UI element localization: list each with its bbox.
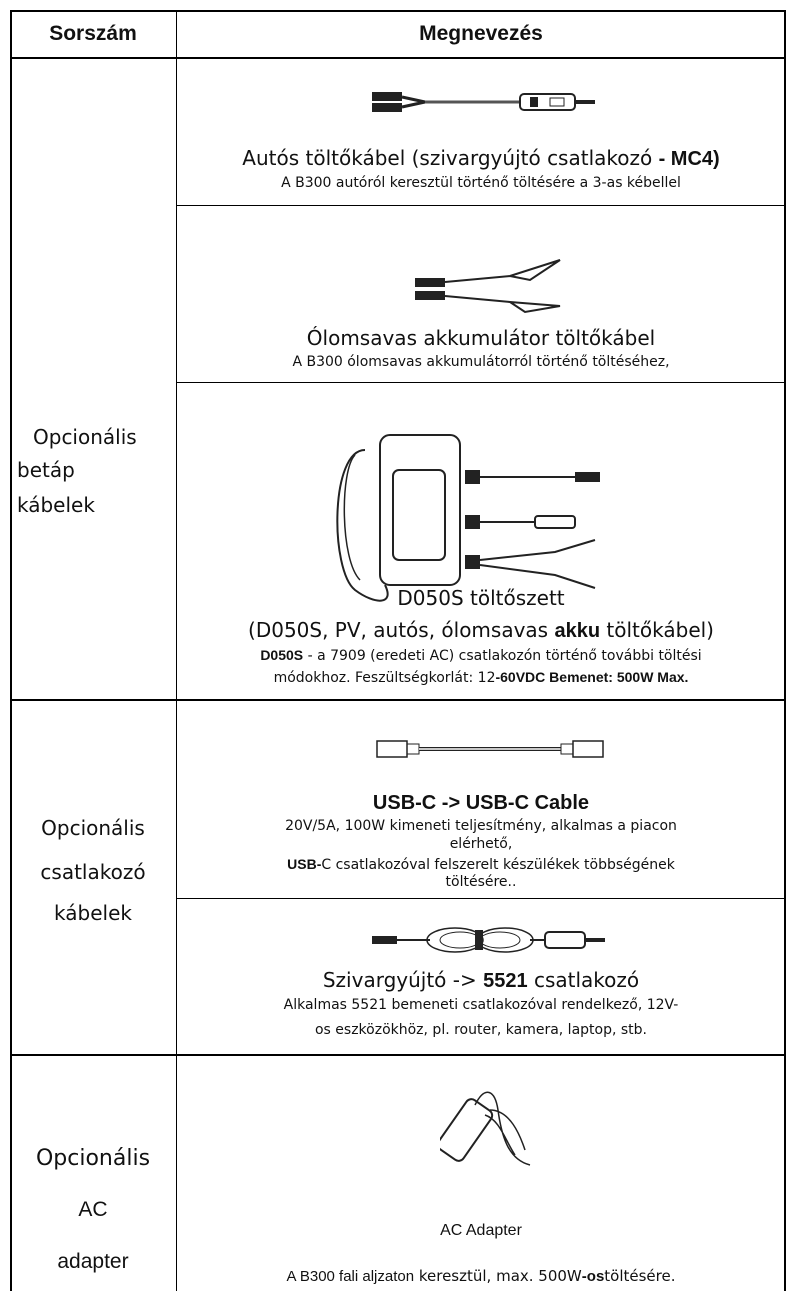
text: Szivargyújtó -> [322,968,484,992]
text: USB-C -> USB-C Cable [372,792,590,814]
border [10,699,785,701]
border [784,10,786,1291]
item-title: Autós töltőkábel (szivargyújtó csatlakoz… [177,146,785,171]
text: A B300 ólomsavas akkumulátorról történő … [292,354,670,370]
text: -os [581,1268,605,1285]
border [177,382,785,383]
border [10,1054,785,1056]
adapter-icon [440,1091,531,1166]
charger-kit-icon [336,434,600,602]
text: Ólomsavas akkumulátor töltőkábel [306,326,656,350]
row-label: betáp [17,458,75,482]
item-desc: os eszközökhöz, pl. router, kamera, lapt… [177,1022,785,1038]
text: -60VDC Bemenet: 500W Max. [495,669,689,685]
text: töltésére.. [445,874,517,890]
text: - a 7909 (eredeti AC) csatlakozón történ… [303,648,702,664]
text: módokhoz. Feszültségkorlát: 12 [273,670,496,686]
text: - MC4) [658,148,720,170]
text: elérhető, [449,836,513,852]
text: töltőkábel) [600,618,714,642]
text: USB- [287,856,322,872]
row-label: kábelek [54,901,132,925]
text: D050S [260,647,304,663]
text: AC Adapter [440,1222,522,1239]
item-desc: töltésére.. [177,874,785,890]
text: csatlakozó [527,968,640,992]
text: (D050S, PV, autós, ólomsavas [248,618,555,642]
border [177,205,785,206]
item-subtitle: (D050S, PV, autós, ólomsavas akku töltők… [177,618,785,643]
border [10,10,785,12]
item-desc: A B300 fali aljzaton keresztül, max. 500… [177,1267,785,1285]
item-title: Ólomsavas akkumulátor töltőkábel [177,326,785,350]
text: C csatlakozóval felszerelt készülékek tö… [321,857,675,873]
header-cell: Megnevezés [419,22,543,45]
text: 20V/5A, 100W kimeneti teljesítmény, alka… [285,818,677,834]
item-desc: 20V/5A, 100W kimeneti teljesítmény, alka… [177,818,785,834]
text: 5521 [483,970,528,992]
item-desc: D050S - a 7909 (eredeti AC) csatlakozón … [177,647,785,664]
border [10,10,12,1291]
text: keresztül, max. 500W [414,1267,582,1285]
item-title: D050S töltőszett [177,586,785,610]
item-desc: Alkalmas 5521 bemeneti csatlakozóval ren… [177,997,785,1013]
row-label: kábelek [17,493,95,517]
text: A B300 autóról keresztül történő töltésé… [281,175,681,191]
row-label: Opcionális [33,425,137,449]
row-label: adapter [57,1250,129,1273]
cable-icon [376,740,604,758]
cable-icon [372,92,595,112]
item-desc: elérhető, [177,836,785,852]
text: töltésére. [604,1267,676,1285]
border [177,898,785,899]
row-label: Opcionális [35,1146,151,1171]
row-label: csatlakozó [40,860,146,884]
item-desc: A B300 autóról keresztül történő töltésé… [177,175,785,191]
cable-icon [415,259,561,314]
item-desc: módokhoz. Feszültségkorlát: 12-60VDC Bem… [177,669,785,686]
text: D050S töltőszett [397,586,565,610]
text: A B300 fali aljzaton [286,1268,415,1285]
text: akku [554,620,601,642]
item-desc: USB-C csatlakozóval felszerelt készüléke… [177,856,785,873]
cable-icon [372,927,605,953]
text: os eszközökhöz, pl. router, kamera, lapt… [314,1022,647,1038]
item-title: Szivargyújtó -> 5521 csatlakozó [177,968,785,993]
item-title: USB-C -> USB-C Cable [177,792,785,815]
border [10,57,785,59]
header-cell: Sorszám [49,22,137,45]
border [176,10,177,1291]
row-label: Opcionális [41,816,145,840]
text: Alkalmas 5521 bemeneti csatlakozóval ren… [283,997,679,1013]
item-title: AC Adapter [177,1222,785,1240]
text: Autós töltőkábel (szivargyújtó csatlakoz… [242,146,659,170]
item-desc: A B300 ólomsavas akkumulátorról történő … [177,354,785,370]
row-label: AC [78,1198,108,1221]
